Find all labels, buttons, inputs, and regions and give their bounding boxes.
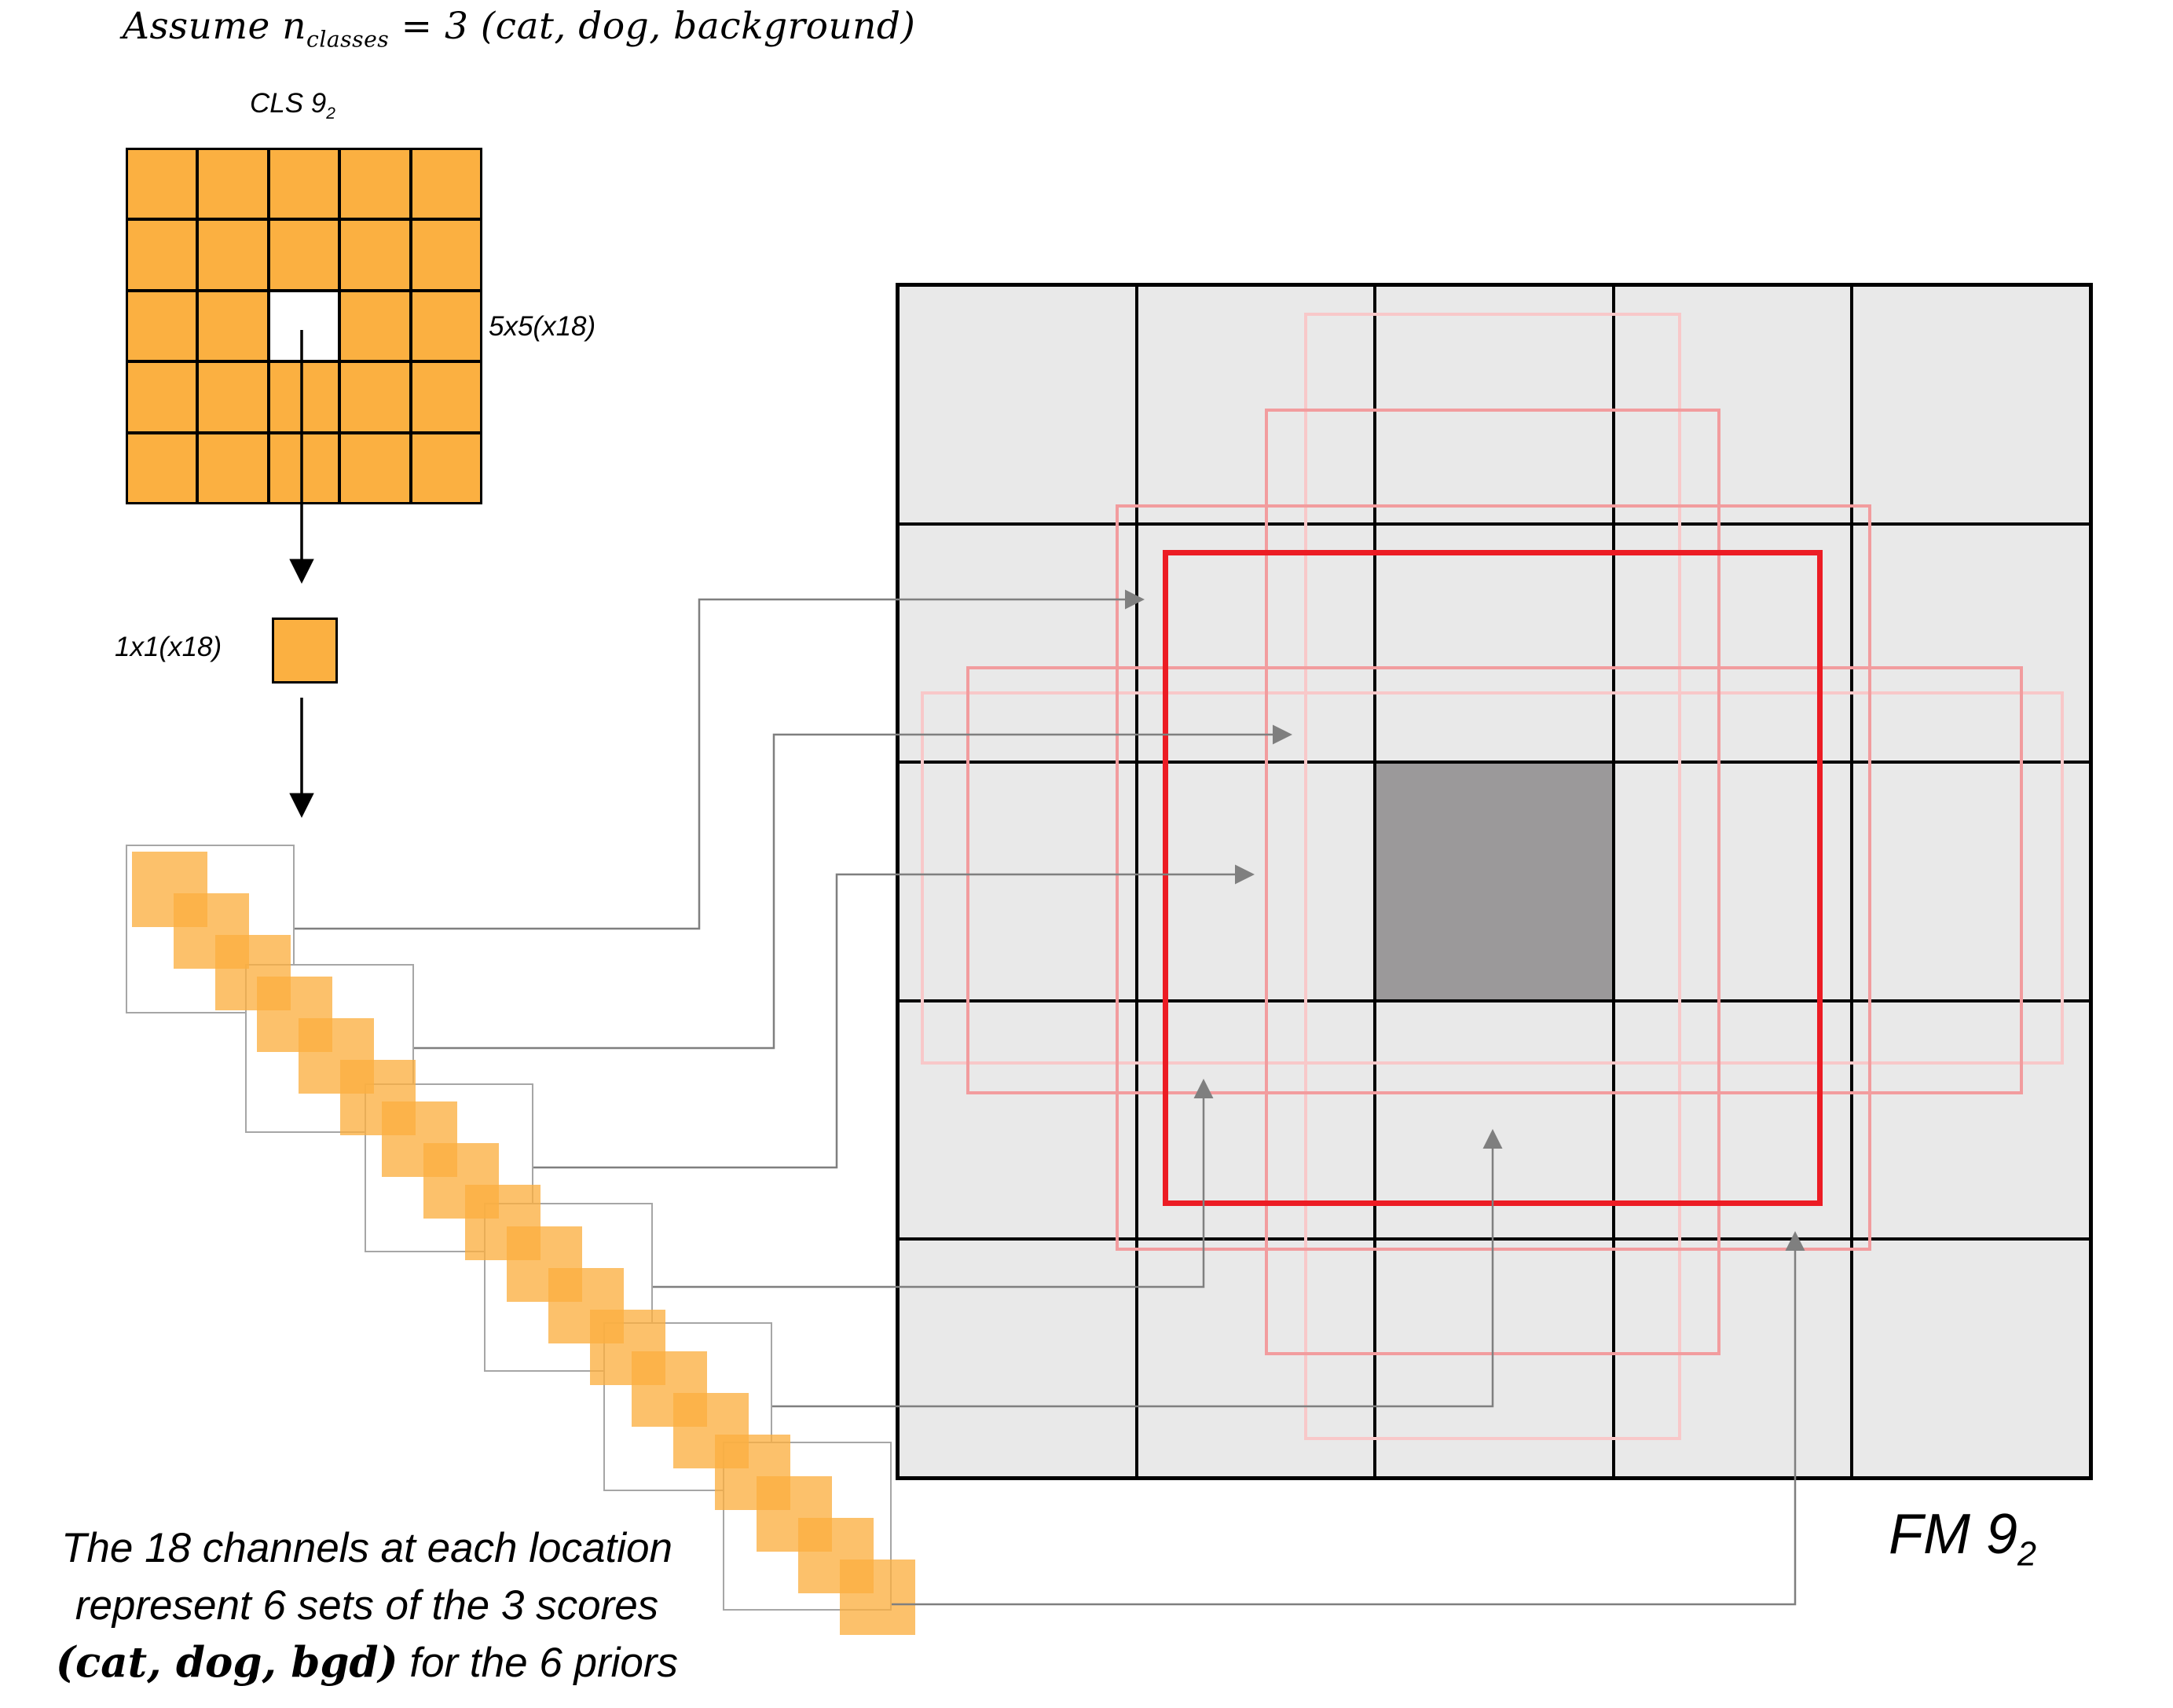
channel-square (757, 1476, 832, 1552)
fm-cell (1852, 1239, 2091, 1478)
cls-cell (268, 361, 340, 433)
channel-set-box (603, 1322, 772, 1491)
cls-cell (197, 361, 269, 433)
fm-cell (898, 762, 1137, 1001)
fm-cell (1613, 1239, 1852, 1478)
cls-cell (410, 148, 482, 220)
fm-cell (1852, 1000, 2091, 1240)
cls-cell (268, 219, 340, 291)
fm-cell (898, 523, 1137, 763)
channel-square (507, 1226, 582, 1302)
cls-cell (410, 432, 482, 504)
fm-cell (1852, 523, 2091, 763)
conv-size-label: 1x1(x18) (115, 632, 222, 662)
cls-cell (197, 290, 269, 362)
fm-cell (898, 285, 1137, 524)
fm-cell (1136, 762, 1376, 1001)
cls-cell (339, 219, 411, 291)
fm-cell (1375, 1239, 1614, 1478)
cls-cell (197, 148, 269, 220)
channel-set-box (723, 1442, 892, 1611)
channel-square (673, 1393, 749, 1468)
channel-square (215, 935, 291, 1010)
caption-line-3: (cat, dog, bgd) for the 6 priors (2, 1634, 732, 1692)
fm-cell (1613, 1000, 1852, 1240)
cls-cell (410, 361, 482, 433)
cls-cell (339, 148, 411, 220)
feature-map-grid (896, 283, 2093, 1480)
cls-cell (126, 361, 198, 433)
fm-cell (1136, 285, 1376, 524)
channel-square (632, 1351, 707, 1427)
fm-cell-dark (1375, 762, 1614, 1001)
channel-set-box (245, 964, 414, 1133)
fm-cell (1852, 762, 2091, 1001)
cls-cell (410, 219, 482, 291)
cls-label-subscript: 2 (326, 104, 335, 123)
cls-cell (339, 361, 411, 433)
channel-square (132, 852, 207, 927)
fm-label-subscript: 2 (2017, 1535, 2037, 1574)
title-rest: = 3 (cat, dog, background) (389, 5, 916, 48)
caption-line-3-math: (cat, dog, bgd) (55, 1638, 398, 1688)
cls-cell (339, 432, 411, 504)
channel-square (299, 1018, 374, 1094)
fm-label-text: FM 9 (1889, 1503, 2018, 1566)
fm-cell (898, 1239, 1137, 1478)
channel-square (423, 1143, 499, 1219)
fm-cell (1852, 285, 2091, 524)
channel-square (340, 1060, 416, 1135)
channel-square (798, 1518, 874, 1593)
channel-set-box (484, 1203, 653, 1372)
fm-cell (1613, 762, 1852, 1001)
cls-cell (126, 290, 198, 362)
cls-cell (126, 219, 198, 291)
cls-cell (410, 290, 482, 362)
fm-cell (1613, 523, 1852, 763)
channel-square (465, 1185, 541, 1260)
channel-square (590, 1310, 665, 1385)
fm-cell (1136, 523, 1376, 763)
cls-cell (126, 432, 198, 504)
conv-1x1-square (272, 618, 338, 684)
cls-grid-label: CLS 92 (250, 88, 335, 123)
cls-kernel-grid (126, 148, 482, 504)
caption-line-2: represent 6 sets of the 3 scores (75, 1582, 659, 1629)
kernel-size-label: 5x5(x18) (489, 311, 596, 342)
fm-cell (1375, 523, 1614, 763)
cls-cell (126, 148, 198, 220)
channel-square (840, 1560, 915, 1635)
title: Assume nclasses = 3 (cat, dog, backgroun… (123, 5, 915, 52)
fm-cell (1375, 1000, 1614, 1240)
channel-square (174, 893, 249, 969)
cls-cell (268, 148, 340, 220)
fm-cell (1136, 1000, 1376, 1240)
channel-square (382, 1101, 457, 1177)
cls-cell-hole (268, 290, 340, 362)
fm-cell (898, 1000, 1137, 1240)
cls-label-text: CLS 9 (250, 88, 327, 119)
title-subscript: classes (306, 26, 390, 53)
channel-set-box (365, 1083, 533, 1252)
feature-map-label: FM 92 (1889, 1502, 2036, 1574)
cls-cell (197, 219, 269, 291)
title-prefix: Assume n (123, 5, 307, 48)
fm-cell (1375, 285, 1614, 524)
caption-line-1: The 18 channels at each location (61, 1525, 672, 1571)
cls-cell (339, 290, 411, 362)
channel-set-box (126, 845, 295, 1013)
fm-cell (1613, 285, 1852, 524)
channel-square (548, 1268, 624, 1343)
fm-cell (1136, 1239, 1376, 1478)
cls-cell (197, 432, 269, 504)
cls-cell (268, 432, 340, 504)
channel-square (257, 977, 332, 1052)
caption: The 18 channels at each location represe… (2, 1519, 732, 1692)
channel-square (715, 1435, 790, 1510)
caption-line-3-rest: for the 6 priors (398, 1640, 679, 1687)
